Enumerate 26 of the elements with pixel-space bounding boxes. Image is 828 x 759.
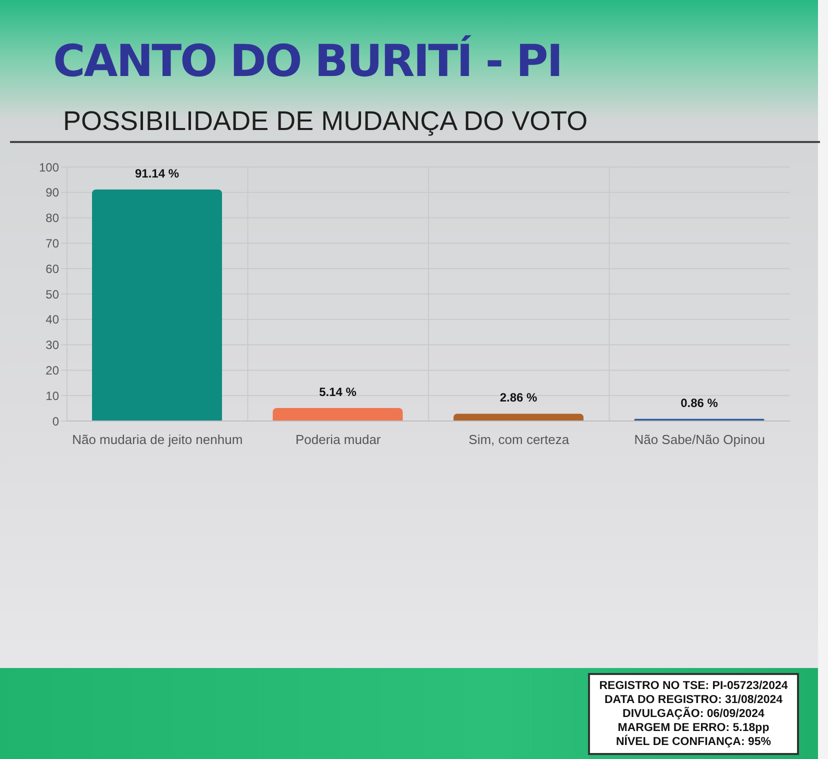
- y-tick-label: 40: [46, 312, 60, 327]
- text: DIVULGAÇÃO: 06/09/2024: [622, 707, 766, 721]
- y-tick-label: 50: [46, 287, 60, 302]
- chart-title: CANTO DO BURITÍ - PI: [53, 36, 562, 87]
- text: REGISTRO NO TSE: PI-05723/2024: [598, 679, 789, 693]
- text: MARGEM DE ERRO: 5.18pp: [616, 721, 770, 734]
- y-tick-label: 30: [46, 338, 60, 352]
- x-tick-label: Poderia mudar: [295, 432, 382, 448]
- text: DATA DO REGISTRO: 31/08/2024: [603, 693, 784, 706]
- x-tick-label: Não mudaria de jeito nenhum: [72, 432, 243, 448]
- data-label: 0.86 %: [680, 396, 718, 410]
- y-tick-label: 90: [46, 186, 60, 200]
- x-tick-label: Não Sabe/Não Opinou: [634, 432, 766, 448]
- chart-subtitle: POSSIBILIDADE DE MUDANÇA DO VOTO: [63, 106, 588, 137]
- y-tick-label: 10: [46, 388, 60, 403]
- y-tick-label: 20: [46, 363, 60, 378]
- y-tick-label: 70: [46, 236, 60, 250]
- y-tick-label: 0: [52, 414, 60, 428]
- y-tick-label: 60: [46, 262, 60, 276]
- data-label: 91.14 %: [134, 166, 180, 181]
- y-tick-label: 100: [38, 160, 60, 174]
- x-tick-label: Sim, com certeza: [468, 432, 570, 448]
- data-label: 2.86 %: [500, 390, 538, 405]
- y-tick-label: 80: [46, 211, 60, 226]
- text: NÍVEL DE CONFIANÇA: 95%: [614, 735, 772, 749]
- data-label: 5.14 %: [319, 384, 357, 399]
